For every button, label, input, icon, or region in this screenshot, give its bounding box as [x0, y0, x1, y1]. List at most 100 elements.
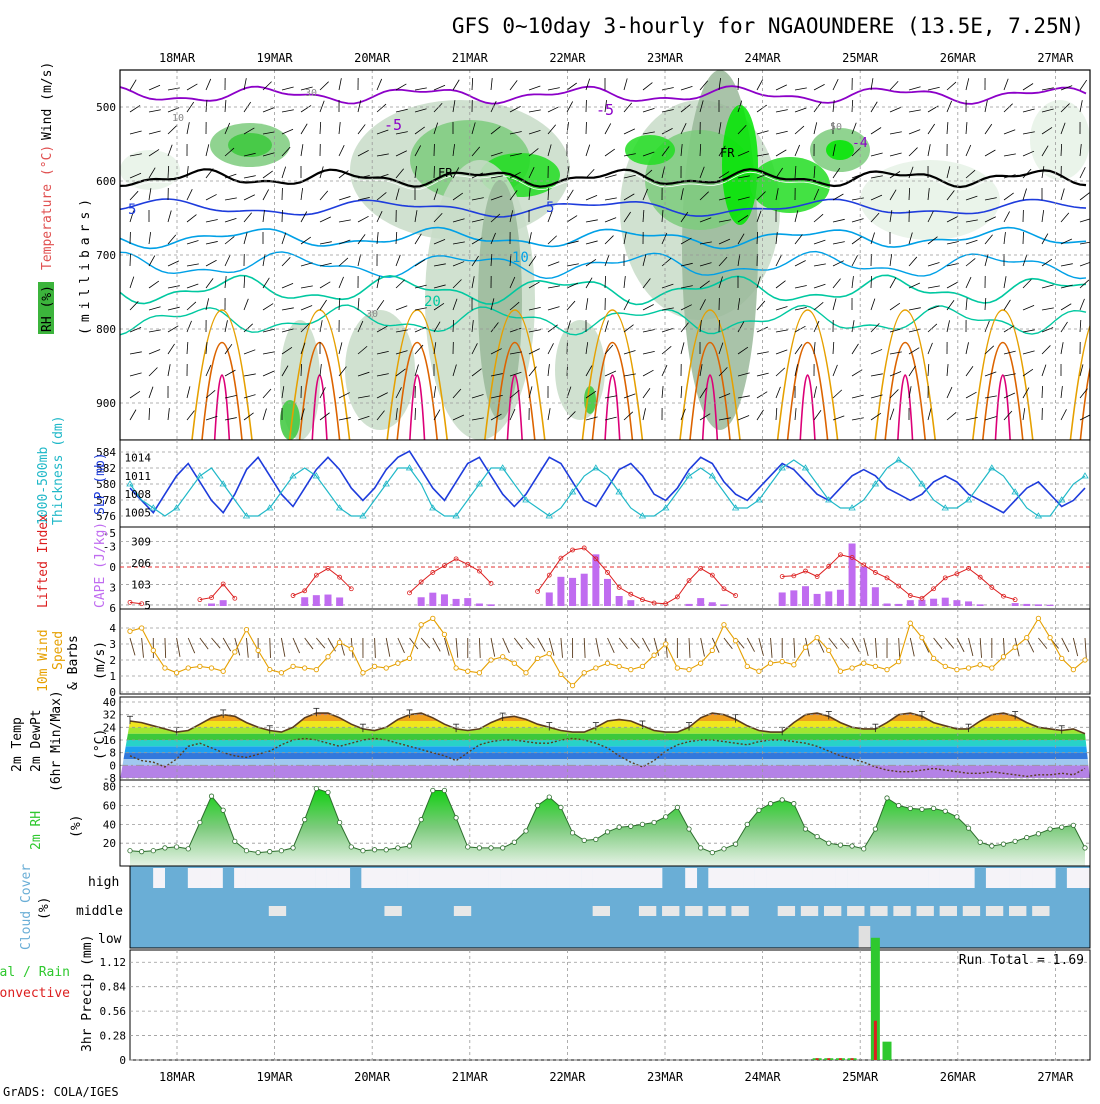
temp-band [120, 765, 1090, 778]
high-cloud-gap [778, 868, 790, 888]
cape-bar [686, 604, 693, 606]
cape-bar [953, 600, 960, 606]
rh-point [489, 846, 493, 850]
rh-point [792, 801, 796, 805]
rh-point [535, 803, 539, 807]
top-date-label: 21MAR [452, 51, 489, 65]
cape-bar [488, 604, 495, 606]
temp-label-2: 2m DewPt [29, 709, 44, 772]
wind-point [186, 666, 190, 670]
temp-label-1: 2m Temp [10, 717, 25, 772]
cape-bar [825, 591, 832, 606]
tick-label: 20 [103, 837, 116, 850]
contour-label-10: 10 [512, 250, 529, 266]
rh-point [943, 809, 947, 813]
rh-point [722, 847, 726, 851]
rh-point [640, 822, 644, 826]
high-cloud-gap [211, 868, 223, 888]
high-cloud-gap [558, 868, 570, 888]
tick-label: 1008 [125, 488, 152, 501]
tick-label: 1014 [125, 451, 152, 464]
cape-bar [895, 604, 902, 606]
cape-bar [697, 598, 704, 606]
high-cloud-gap [997, 868, 1009, 888]
rh-point [477, 846, 481, 850]
wind-point [873, 664, 877, 668]
wind-point [1013, 645, 1017, 649]
cape-bar [779, 592, 786, 606]
precip-frame [130, 950, 1090, 1060]
cape-bar [557, 577, 564, 606]
mid-cloud-gap [847, 906, 864, 916]
cape-bar [604, 579, 611, 606]
rh-point [687, 827, 691, 831]
tick-label: 0.84 [100, 981, 127, 994]
temp-band [120, 753, 1090, 759]
rh-blob [478, 180, 522, 420]
wind-point [1001, 655, 1005, 659]
top-date-label: 23MAR [647, 51, 684, 65]
rh-point [186, 847, 190, 851]
rh-point [524, 829, 528, 833]
high-cloud-gap [546, 868, 558, 888]
wind-point [978, 663, 982, 667]
cape-bar [942, 598, 949, 606]
wind-point [419, 623, 423, 627]
rh-point [349, 845, 353, 849]
high-cloud-gap [859, 868, 871, 888]
wind-point [1071, 667, 1075, 671]
tick-label: 500 [96, 101, 116, 114]
tick-label: 0 [109, 759, 116, 772]
rh-point [582, 838, 586, 842]
high-cloud-gap [755, 868, 767, 888]
rh-label-30b: 30 [366, 309, 378, 320]
wind-point [838, 669, 842, 673]
convective-bar [874, 1021, 877, 1060]
wind-point [337, 640, 341, 644]
high-cloud-gap [512, 868, 524, 888]
rh-point [733, 842, 737, 846]
cape-bar [464, 598, 471, 606]
rh-label: 2m RH [29, 811, 44, 850]
mid-cloud-gap [1009, 906, 1026, 916]
bottom-date-label: 19MAR [257, 1070, 294, 1084]
wind-point [221, 669, 225, 673]
rh-blob [625, 135, 675, 165]
rh-point [617, 825, 621, 829]
wind-point [477, 671, 481, 675]
high-cloud-gap [315, 868, 327, 888]
tick-label: 309 [131, 536, 151, 549]
rh-point [221, 808, 225, 812]
high-cloud-gap [199, 868, 211, 888]
wind-point [326, 655, 330, 659]
cape-bar [569, 578, 576, 606]
wind-barb [415, 408, 416, 420]
high-cloud-gap [639, 868, 651, 888]
high-cloud-gap [847, 868, 859, 888]
high-cloud-gap [650, 868, 662, 888]
high-cloud-gap [327, 868, 339, 888]
cape-bar [301, 597, 308, 606]
tick-label: 0 [109, 561, 116, 574]
rh-point [838, 843, 842, 847]
rh-blob [722, 105, 758, 225]
temp-band [120, 740, 1090, 746]
mid-cloud-gap [940, 906, 957, 916]
rh-point [955, 815, 959, 819]
wind-point [908, 621, 912, 625]
rh-blob [555, 320, 605, 420]
wind-units-label: (m/s) [93, 641, 108, 680]
boundary-loop [1093, 375, 1100, 440]
run-total: Run Total = 1.69 [959, 953, 1084, 968]
high-cloud-gap [153, 868, 165, 888]
cape-bar [965, 601, 972, 606]
bottom-date-label: 26MAR [940, 1070, 977, 1084]
wind-point [500, 655, 504, 659]
